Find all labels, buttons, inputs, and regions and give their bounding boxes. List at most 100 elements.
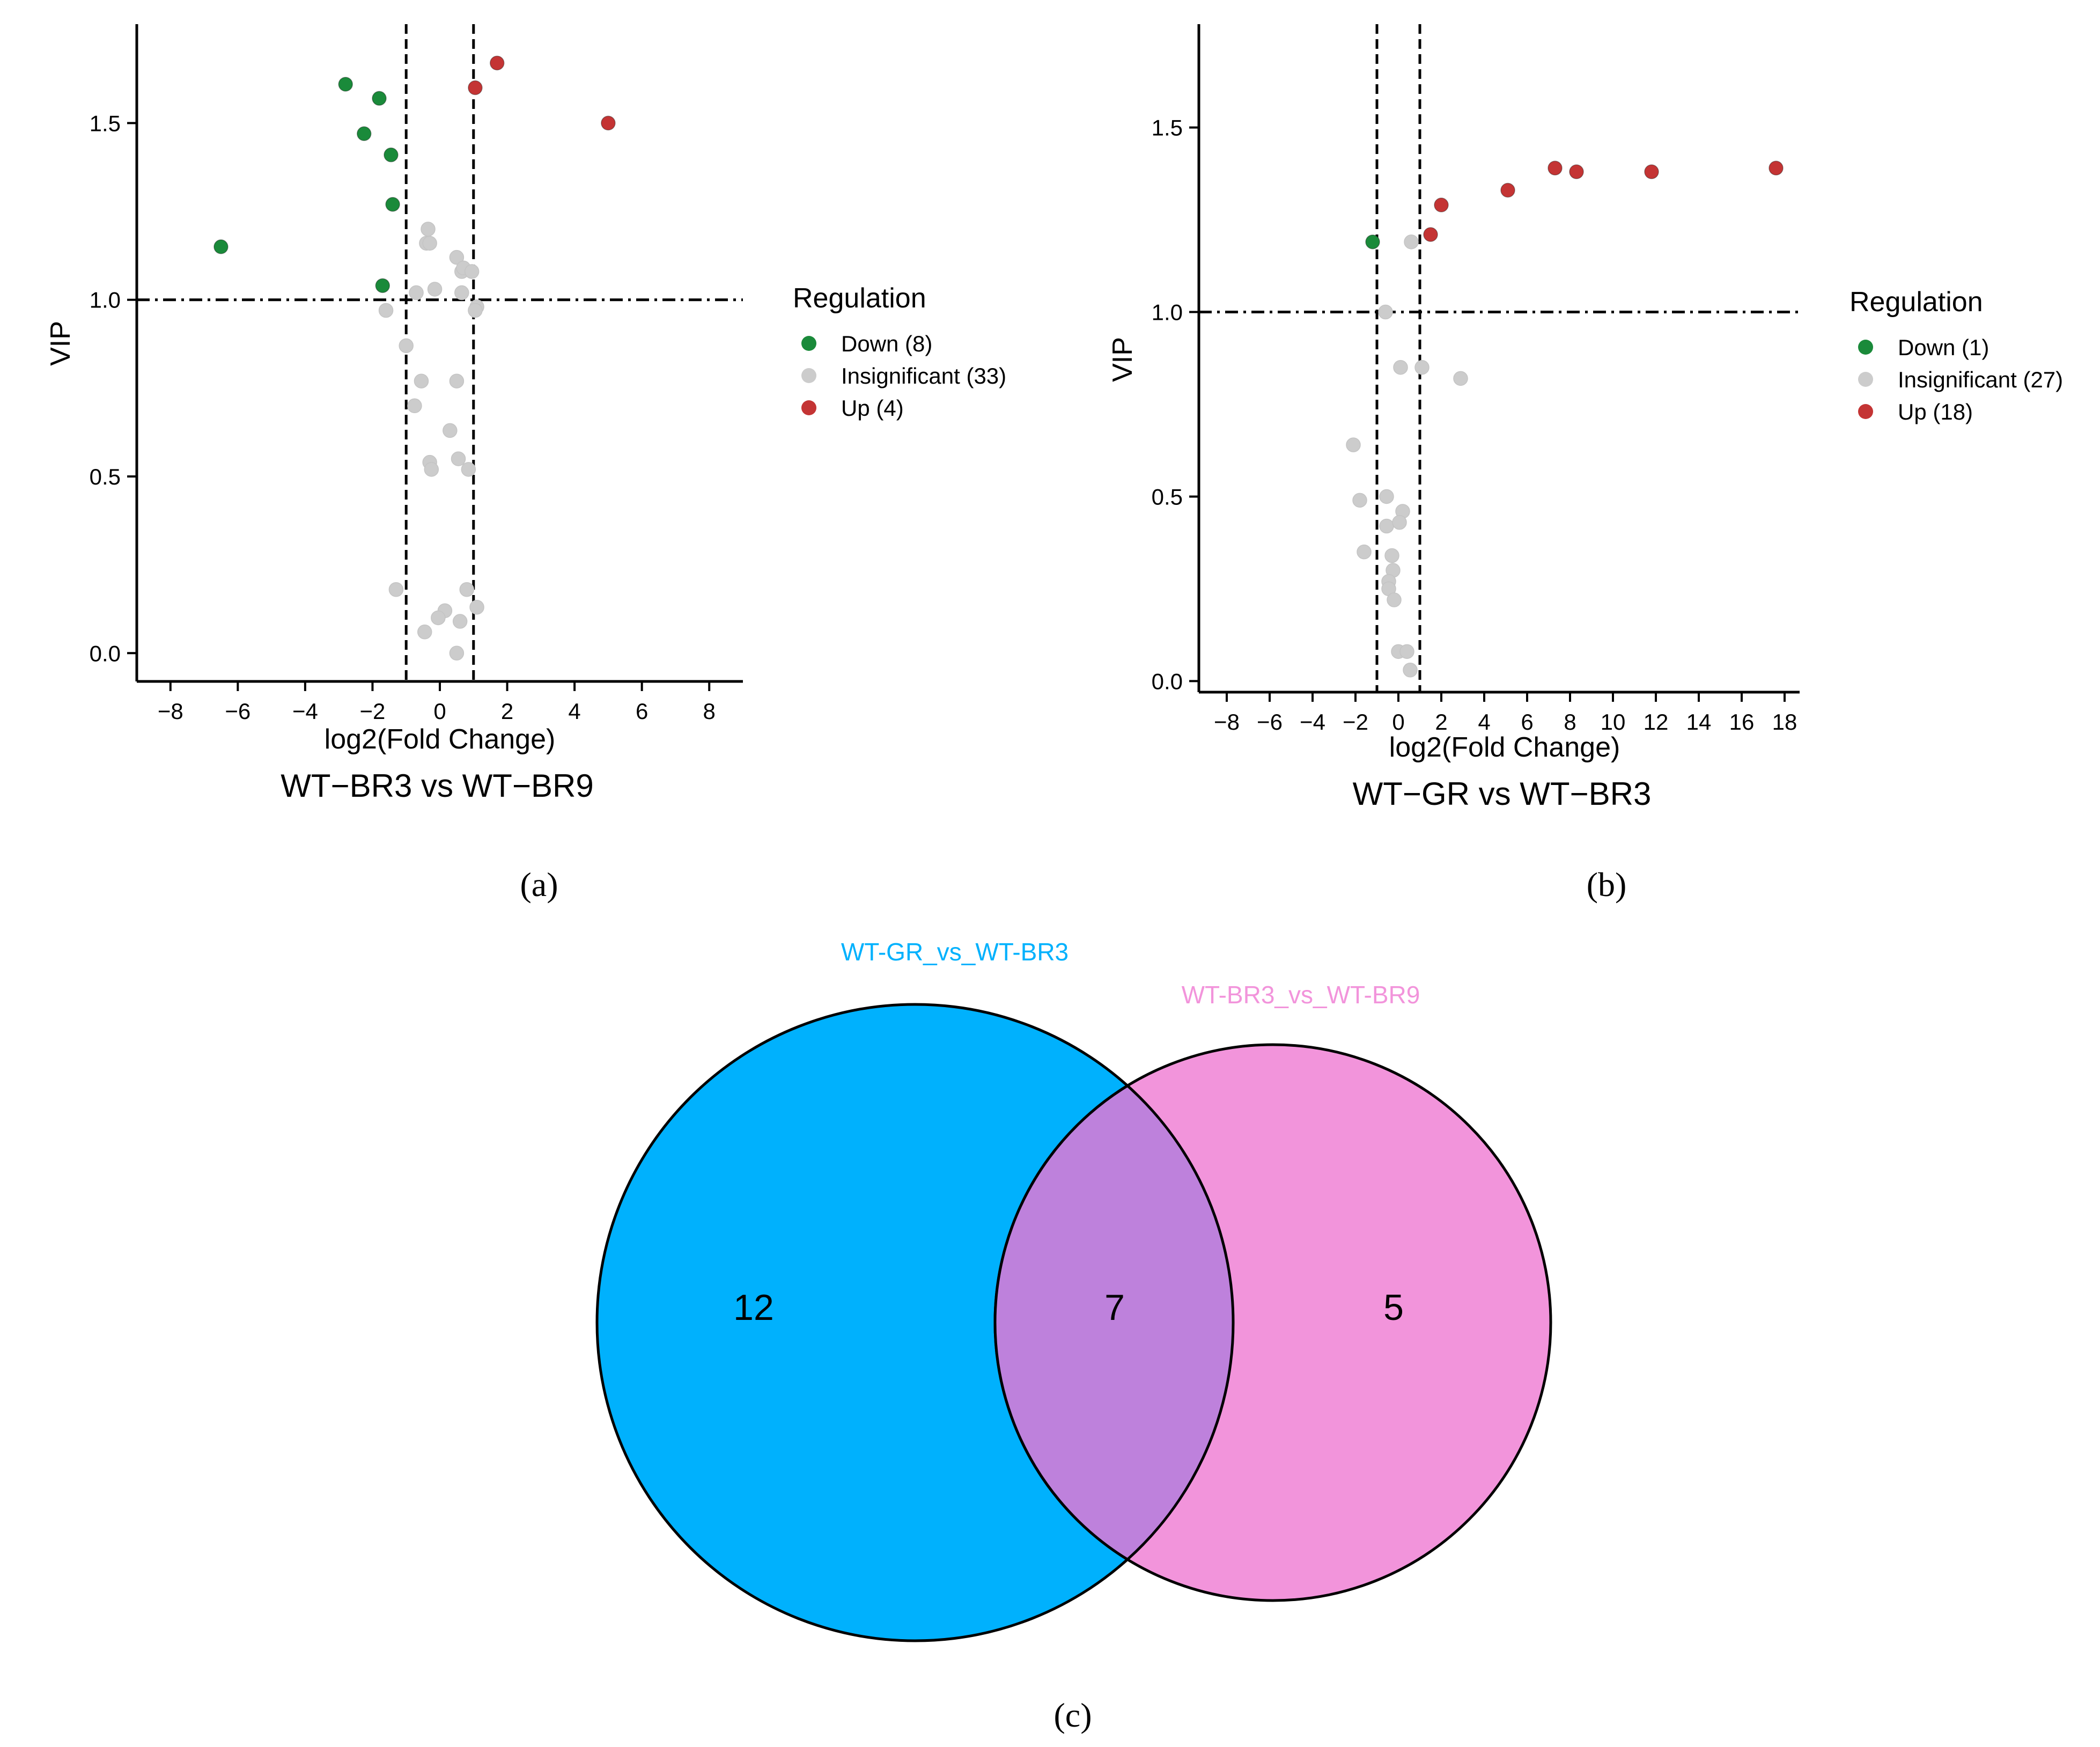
point-insignificant [449,645,465,661]
y-tick-label: 0.0 [1152,669,1183,694]
point-insignificant [1403,662,1418,678]
data-points [1346,160,1784,678]
point-insignificant [1384,548,1399,563]
venn-diagram: WT-GR_vs_WT-BR3 WT-BR3_vs_WT-BR9 12 7 5 … [595,938,1552,1734]
volcano-plot-a: −8 −6 −4 −2 0 2 4 6 8 0.0 0.5 1.0 1.5 log2(Fold Cha… [45,24,1006,904]
legend-marker-down [801,336,816,351]
volcano-plot-b: −8 −6 −4 −2 0 2 4 6 8 10 12 14 16 18 0.0 0.5 1.0 1.5 log… [1107,24,2063,904]
y-tick-label: 1.5 [90,111,121,136]
point-insignificant [409,285,424,300]
venn-intersection [993,1084,1235,1561]
point-up [1569,164,1584,179]
x-tick-label: −6 [225,699,250,724]
point-insignificant [431,610,446,626]
point-insignificant [1378,304,1393,320]
legend-label-down: Down (1) [1898,335,1989,360]
point-insignificant [1352,493,1367,508]
x-tick-label: 0 [433,699,446,724]
threshold-lines [1199,24,1800,692]
x-tick-label: 2 [501,699,513,724]
point-insignificant [1453,371,1468,386]
y-ticks: 0.0 0.5 1.0 1.5 [1152,115,1199,694]
legend-label-insignificant: Insignificant (27) [1898,367,2063,392]
x-tick-label: 12 [1644,709,1669,735]
point-down [372,91,387,106]
venn-count-right-only: 5 [1383,1287,1404,1328]
x-tick-label: −8 [1214,709,1240,735]
legend-title: Regulation [793,283,926,314]
point-insignificant [1399,644,1414,659]
point-insignificant [421,222,436,237]
point-insignificant [449,249,465,265]
venn-label-wt-gr-vs-wt-br3: WT-GR_vs_WT-BR3 [841,938,1069,966]
point-insignificant [407,398,422,414]
legend-label-insignificant: Insignificant (33) [841,363,1006,388]
legend-entry-down: Down (1) [1858,335,1989,360]
point-down [338,77,353,92]
point-insignificant [399,338,414,354]
y-axis-label: VIP [45,321,76,366]
point-up [1769,160,1784,176]
legend-marker-up [801,400,816,415]
y-tick-label: 1.5 [1152,115,1183,141]
point-insignificant [461,462,476,477]
x-tick-label: −2 [1343,709,1368,735]
y-tick-label: 0.0 [90,641,121,666]
point-insignificant [417,625,432,640]
legend-entry-insignificant: Insignificant (33) [801,363,1006,388]
point-insignificant [454,285,469,300]
threshold-lines [137,24,743,681]
point-insignificant [468,303,483,318]
y-tick-label: 0.5 [90,464,121,489]
x-ticks: −8 −6 −4 −2 0 2 4 6 8 [158,681,716,724]
point-insignificant [1346,437,1361,452]
point-insignificant [1393,359,1408,375]
point-up [468,80,483,96]
x-tick-label: 10 [1601,709,1626,735]
point-insignificant [464,264,480,279]
point-insignificant [1404,234,1419,249]
point-down [375,278,390,293]
point-insignificant [469,599,484,615]
point-insignificant [449,373,465,388]
y-axis-label: VIP [1107,337,1138,382]
point-down [213,239,229,254]
legend-title: Regulation [1850,287,1983,318]
panel-label-b: (b) [1587,865,1627,904]
legend-entry-up: Up (18) [1858,399,1973,424]
point-insignificant [427,282,443,297]
venn-count-left-only: 12 [733,1287,774,1328]
x-tick-label: 8 [703,699,716,724]
panel-label-c: (c) [1053,1696,1092,1734]
x-tick-label: −8 [158,699,183,724]
legend-label-down: Down (8) [841,331,932,356]
point-insignificant [1357,544,1372,560]
x-axis-label: log2(Fold Change) [325,724,556,755]
x-tick-label: 2 [1435,709,1447,735]
point-up [601,115,616,131]
x-tick-label: −2 [359,699,385,724]
legend: Regulation Down (1) Insignificant (27) U… [1850,287,2063,424]
x-tick-label: 6 [636,699,648,724]
point-insignificant [451,451,466,466]
point-down [1365,234,1380,249]
x-tick-label: 6 [1521,709,1533,735]
point-insignificant [414,373,429,388]
venn-count-intersection: 7 [1104,1287,1125,1328]
x-tick-label: 14 [1686,709,1712,735]
x-tick-label: −4 [1300,709,1325,735]
point-insignificant [459,582,474,597]
point-up [489,55,505,71]
y-tick-label: 1.0 [90,288,121,313]
point-insignificant [1387,592,1402,607]
y-tick-label: 0.5 [1152,484,1183,509]
y-ticks: 0.0 0.5 1.0 1.5 [90,111,137,666]
legend-entry-insignificant: Insignificant (27) [1858,367,2063,392]
legend-label-up: Up (4) [841,395,904,421]
point-insignificant [378,303,394,318]
x-tick-label: 0 [1392,709,1404,735]
point-up [1500,182,1515,198]
chart-title: WT−GR vs WT−BR3 [1353,776,1652,812]
point-down [357,126,372,141]
